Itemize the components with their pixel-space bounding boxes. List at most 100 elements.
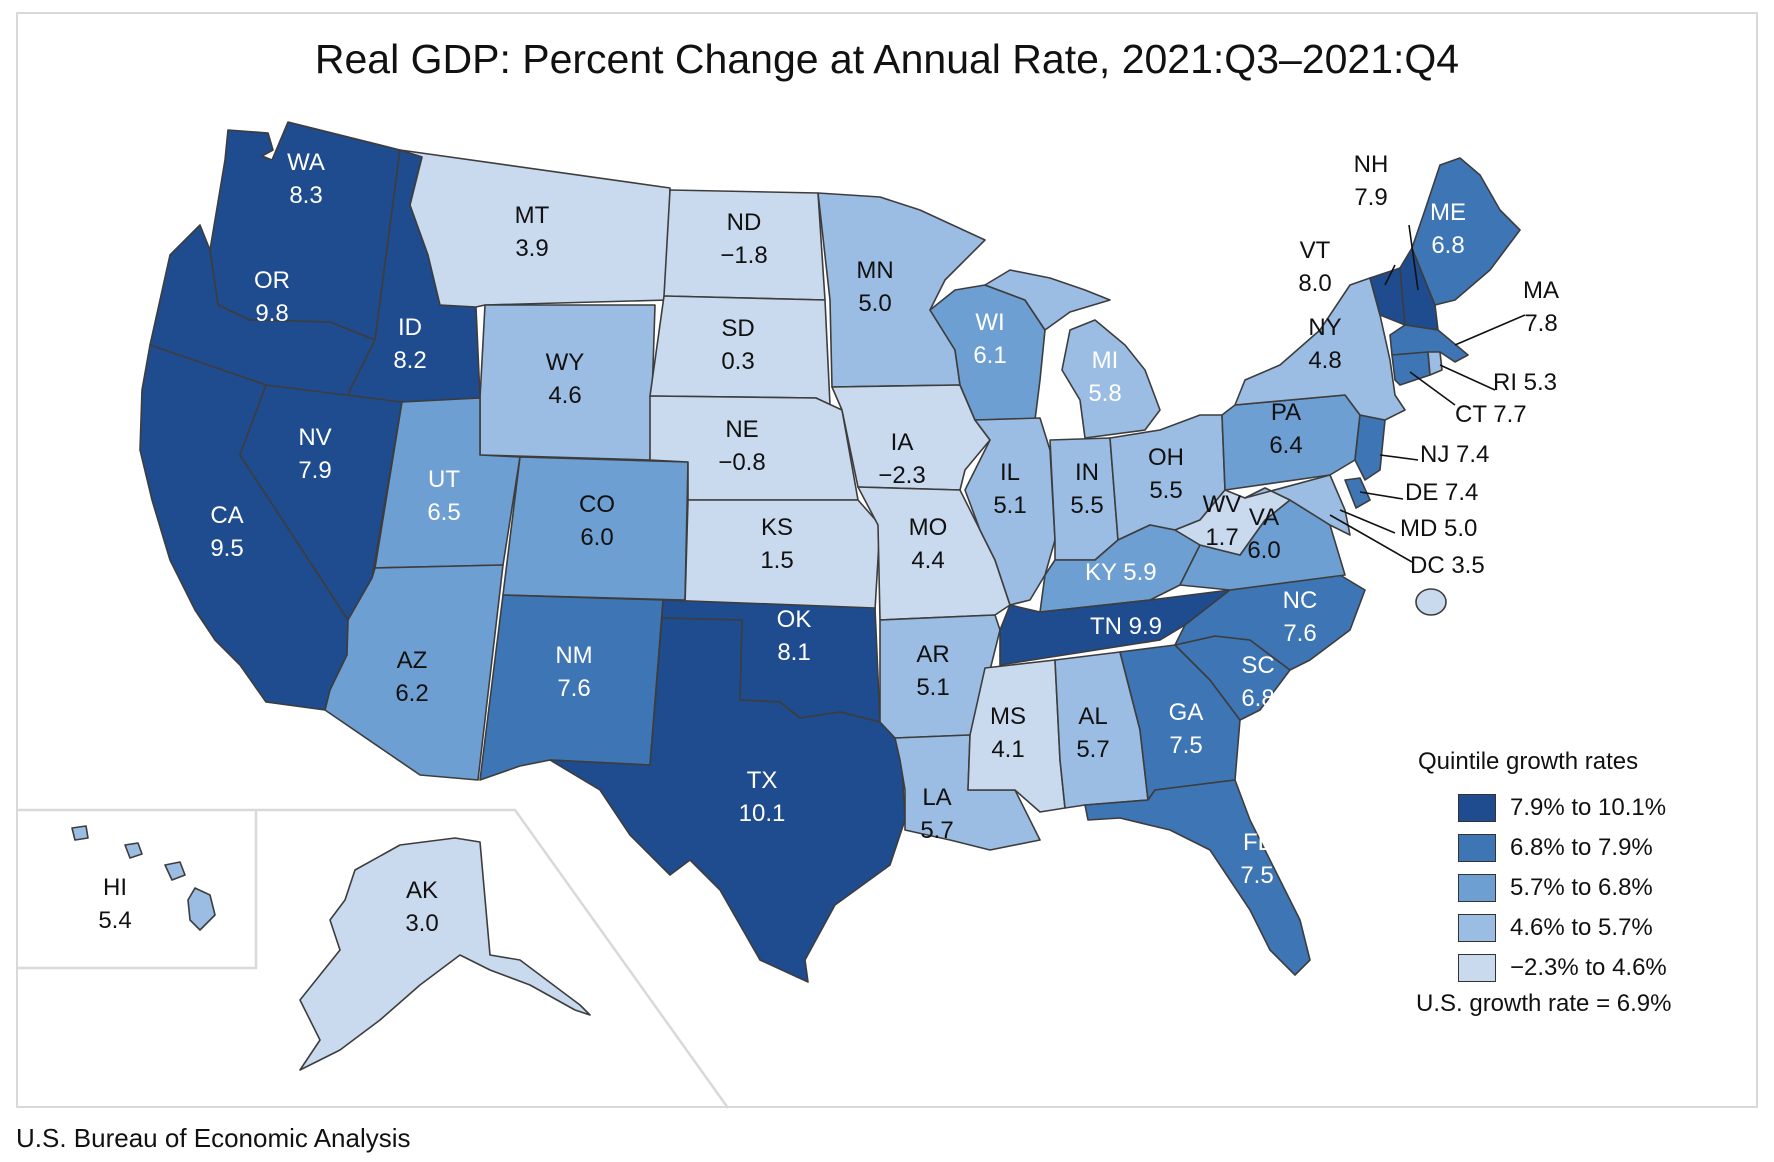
state-value-ND: −1.8 <box>720 242 767 269</box>
state-label-IA: IA <box>891 429 914 456</box>
state-MI-LP[interactable] <box>1061 319 1161 439</box>
state-label-IL: IL <box>1000 459 1020 486</box>
state-value-AZ: 6.2 <box>395 680 428 707</box>
state-AZ[interactable] <box>324 564 504 781</box>
state-NY[interactable] <box>1234 277 1406 421</box>
state-IL[interactable] <box>964 417 1056 606</box>
state-NJ[interactable] <box>1354 414 1386 481</box>
state-value-LA: 5.7 <box>920 817 953 844</box>
us-growth-rate: U.S. growth rate = 6.9% <box>1416 990 1672 1017</box>
legend-item-q5: −2.3% to 4.6% <box>1458 948 1740 988</box>
legend-item-q2: 6.8% to 7.9% <box>1458 828 1740 868</box>
state-DE[interactable] <box>1344 477 1371 509</box>
state-label-WA: WA <box>287 149 325 176</box>
state-label-HI: HI <box>103 874 127 901</box>
state-WI[interactable] <box>929 284 1046 421</box>
state-value-KS: 1.5 <box>760 547 793 574</box>
state-label-WV: WV <box>1203 491 1242 518</box>
legend-swatch-q2 <box>1458 834 1496 862</box>
state-RI[interactable] <box>1427 351 1443 376</box>
state-value-ID: 8.2 <box>393 347 426 374</box>
state-label-RI: RI 5.3 <box>1493 369 1557 396</box>
state-value-VT: 8.0 <box>1298 270 1331 297</box>
state-value-AK: 3.0 <box>405 910 438 937</box>
state-value-IL: 5.1 <box>993 492 1026 519</box>
state-value-SD: 0.3 <box>721 348 754 375</box>
state-value-MN: 5.0 <box>858 290 891 317</box>
state-label-GA: GA <box>1169 699 1204 726</box>
state-label-AK: AK <box>406 877 438 904</box>
state-DC[interactable] <box>1415 588 1447 616</box>
legend-item-q1: 7.9% to 10.1% <box>1458 788 1740 828</box>
state-label-MT: MT <box>515 202 550 229</box>
state-value-NH: 7.9 <box>1354 184 1387 211</box>
legend-item-q3: 5.7% to 6.8% <box>1458 868 1740 908</box>
state-value-ME: 6.8 <box>1431 232 1464 259</box>
state-label-DC: DC 3.5 <box>1410 552 1485 579</box>
state-value-MI: 5.8 <box>1088 380 1121 407</box>
state-label-NH: NH <box>1354 151 1389 178</box>
state-value-MS: 4.1 <box>991 736 1024 763</box>
state-label-CT: CT 7.7 <box>1455 401 1527 428</box>
state-HI-kauai[interactable] <box>71 825 89 841</box>
state-label-TX: TX <box>747 767 778 794</box>
legend: Quintile growth rates 7.9% to 10.1% 6.8%… <box>1410 748 1740 1018</box>
state-value-MA: 7.8 <box>1524 310 1557 337</box>
state-TX[interactable] <box>549 617 906 983</box>
state-HI-oahu[interactable] <box>124 842 143 859</box>
state-value-WI: 6.1 <box>973 342 1006 369</box>
state-value-WA: 8.3 <box>289 182 322 209</box>
state-KS[interactable] <box>684 499 881 611</box>
hawaii-inset-border <box>18 810 258 970</box>
state-WY[interactable] <box>479 304 656 461</box>
state-value-AL: 5.7 <box>1076 736 1109 763</box>
state-value-GA: 7.5 <box>1169 732 1202 759</box>
state-label-NJ: NJ 7.4 <box>1420 441 1489 468</box>
state-label-OK: OK <box>777 606 812 633</box>
legend-swatch-q1 <box>1458 794 1496 822</box>
state-label-NY: NY <box>1308 314 1341 341</box>
state-value-NE: −0.8 <box>718 449 765 476</box>
state-value-CA: 9.5 <box>210 535 243 562</box>
state-FL[interactable] <box>1084 779 1311 976</box>
state-CT[interactable] <box>1391 351 1431 386</box>
state-value-AR: 5.1 <box>916 674 949 701</box>
state-label-AR: AR <box>916 641 949 668</box>
state-label-DE: DE 7.4 <box>1405 479 1478 506</box>
state-label-NC: NC <box>1283 587 1318 614</box>
state-label-NM: NM <box>555 642 592 669</box>
state-HI-big[interactable] <box>187 887 216 931</box>
state-value-NC: 7.6 <box>1283 620 1316 647</box>
state-NH[interactable] <box>1399 247 1439 331</box>
state-MI-UP[interactable] <box>984 269 1111 331</box>
state-label-UT: UT <box>428 466 460 493</box>
state-label-NE: NE <box>725 416 758 443</box>
state-labels: WA 8.3 OR 9.8 CA 9.5 ID 8.2 NV 7.9 MT 3.9 WY 4.6 UT 6.5… <box>98 149 1559 937</box>
state-label-SD: SD <box>721 315 754 342</box>
state-label-CO: CO <box>579 491 615 518</box>
state-label-AL: AL <box>1078 703 1107 730</box>
state-label-NV: NV <box>298 424 331 451</box>
legend-label-q3: 5.7% to 6.8% <box>1510 874 1653 901</box>
state-AK[interactable] <box>299 837 591 1071</box>
state-value-CO: 6.0 <box>580 524 613 551</box>
state-label-KY: KY 5.9 <box>1085 559 1157 586</box>
state-value-FL: 7.5 <box>1240 862 1273 889</box>
state-label-MI: MI <box>1092 347 1119 374</box>
state-HI-maui[interactable] <box>164 861 186 881</box>
state-label-IN: IN <box>1075 459 1099 486</box>
state-label-FL: FL <box>1243 829 1271 856</box>
state-MD[interactable] <box>1244 474 1351 536</box>
state-label-ID: ID <box>398 314 422 341</box>
state-label-ND: ND <box>727 209 762 236</box>
inset-border <box>18 808 730 1109</box>
state-label-MA: MA <box>1523 277 1559 304</box>
state-ME[interactable] <box>1411 157 1521 306</box>
state-label-OR: OR <box>254 267 290 294</box>
state-label-CA: CA <box>210 502 243 529</box>
state-value-OH: 5.5 <box>1149 477 1182 504</box>
state-value-NM: 7.6 <box>557 675 590 702</box>
state-value-WV: 1.7 <box>1205 524 1238 551</box>
state-value-HI: 5.4 <box>98 907 131 934</box>
